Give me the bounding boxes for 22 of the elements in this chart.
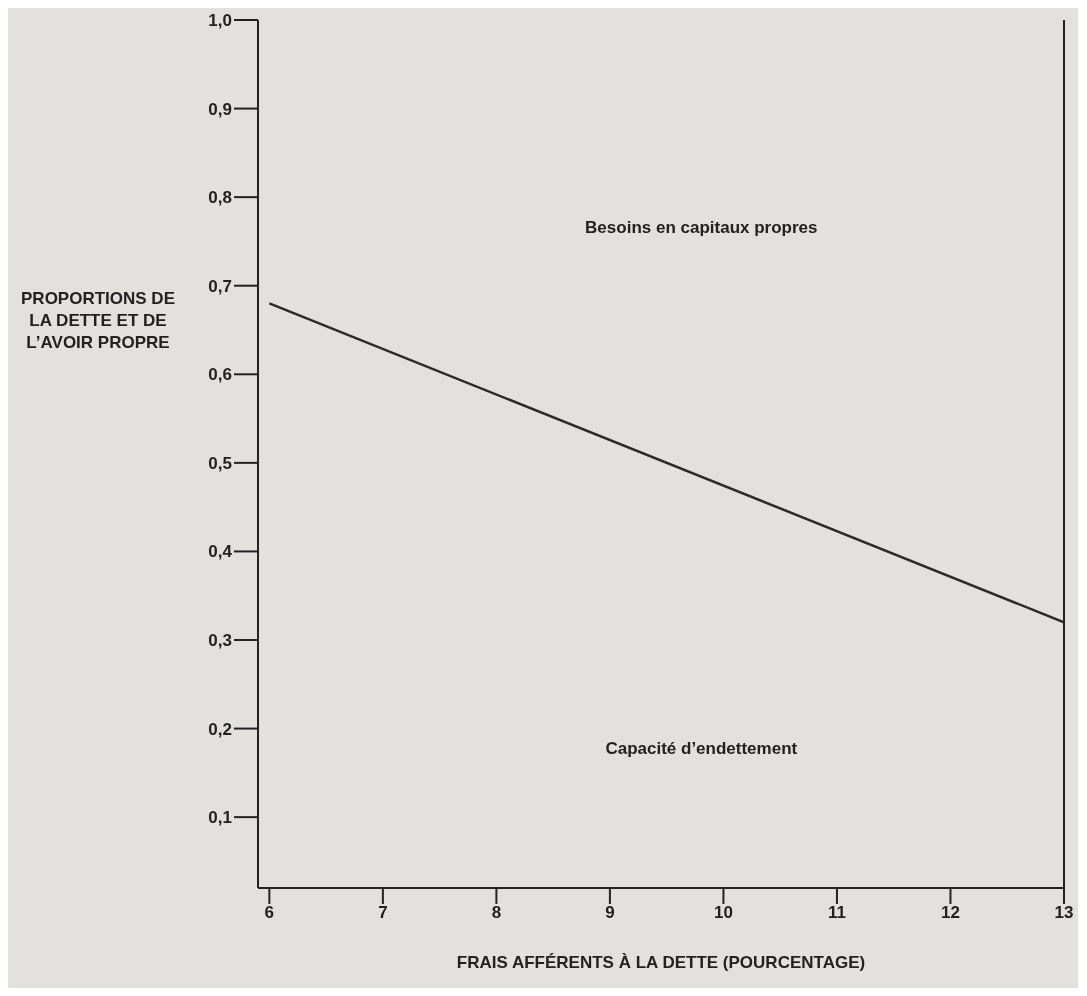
y-tick-label: 0,6 [208,365,232,385]
x-tick-label: 9 [605,903,615,923]
x-tick-label: 8 [491,903,502,923]
y-tick-label: 0,8 [208,188,232,208]
y-tick-label: 0,7 [208,276,232,296]
y-tick-label: 0,4 [208,542,233,562]
y-axis-title: PROPORTIONS DE LA DETTE ET DE L’AVOIR PROPRE [20,288,176,354]
y-tick-label: 0,9 [208,99,232,119]
x-tick-label: 13 [1054,903,1074,923]
x-tick-label: 6 [264,903,275,923]
x-tick-label: 7 [378,903,388,923]
x-axis-title: FRAIS AFFÉRENTS À LA DETTE (POURCENTAGE) [456,953,866,972]
annotation: Besoins en capitaux propres [585,218,818,239]
y-tick-label: 1,0 [208,11,232,31]
x-tick-label: 11 [827,903,846,923]
y-tick-label: 0,1 [208,808,232,828]
x-tick-label: 10 [713,903,733,923]
y-tick-label: 0,5 [208,453,232,473]
annotation: Capacité d’endettement [605,739,798,760]
y-tick-label: 0,2 [208,719,232,739]
y-tick-label: 0,3 [208,631,232,651]
x-tick-label: 12 [941,903,960,923]
